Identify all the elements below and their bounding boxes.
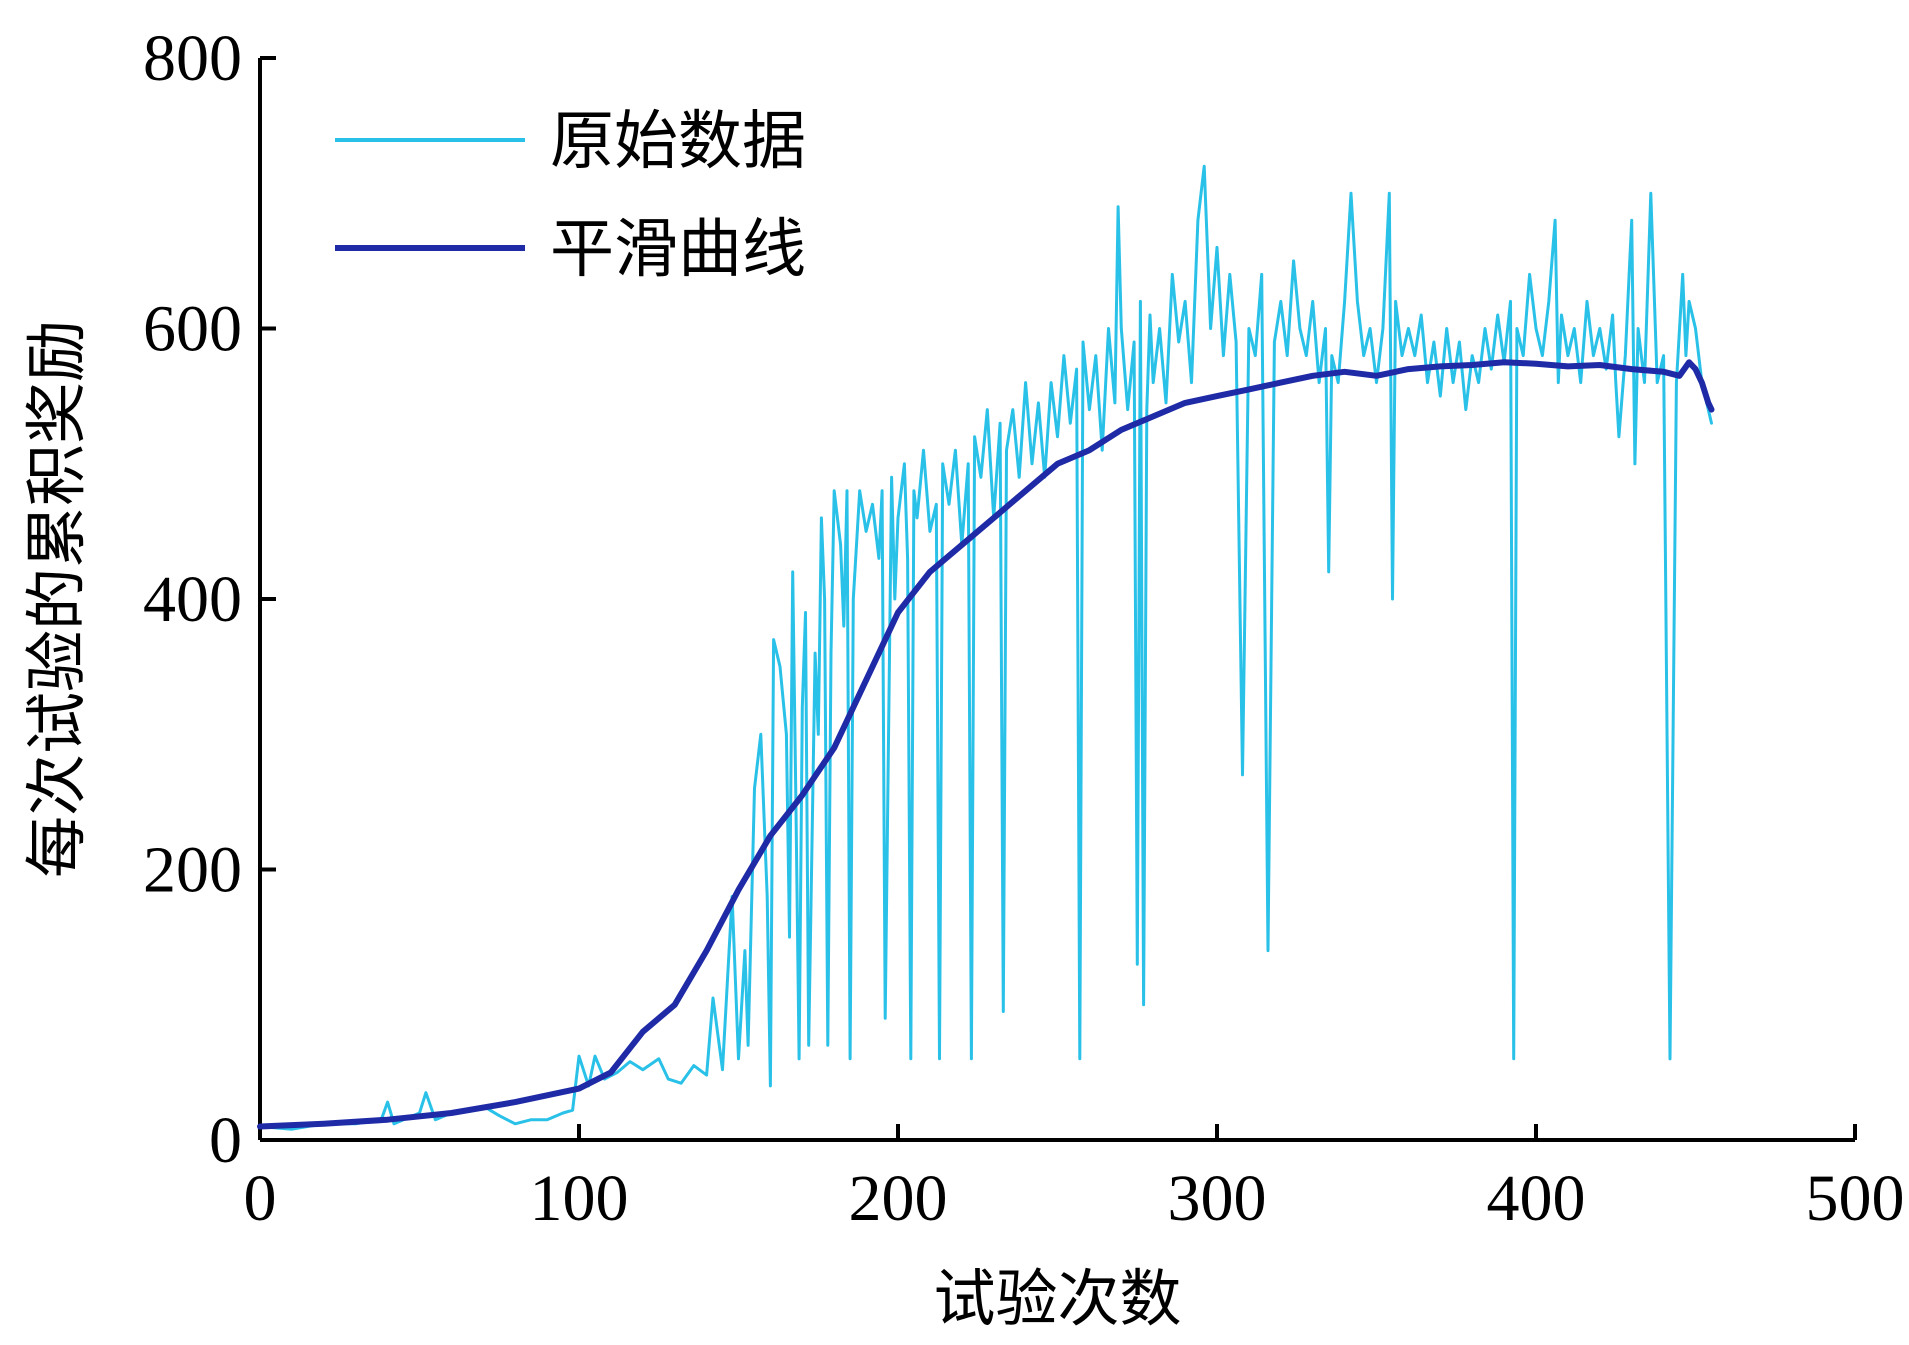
axes xyxy=(258,58,1855,1142)
legend-label-smooth-curve: 平滑曲线 xyxy=(550,213,806,287)
y-tick-label: 0 xyxy=(209,1104,242,1177)
series-line-smooth-curve xyxy=(257,359,1715,1130)
series-layer xyxy=(257,164,1715,1131)
legend: 原始数据 平滑曲线 xyxy=(335,105,806,287)
x-ticks: 0 100 200 300 400 500 xyxy=(244,1124,1905,1235)
y-axis-title: 每次试验的累积奖励 xyxy=(20,320,93,878)
x-tick-label: 500 xyxy=(1806,1162,1905,1235)
y-tick-label: 400 xyxy=(143,563,242,636)
x-tick-label: 400 xyxy=(1487,1162,1586,1235)
x-tick-label: 100 xyxy=(530,1162,629,1235)
series-line-raw-data xyxy=(258,164,1713,1131)
y-tick-label: 800 xyxy=(143,22,242,95)
x-tick-label: 200 xyxy=(849,1162,948,1235)
y-tick-label: 200 xyxy=(143,834,242,907)
y-ticks: 0 200 400 600 800 xyxy=(143,22,276,1177)
x-tick-label: 300 xyxy=(1168,1162,1267,1235)
x-tick-label: 0 xyxy=(244,1162,277,1235)
y-tick-label: 600 xyxy=(143,293,242,366)
legend-label-raw-data: 原始数据 xyxy=(550,105,806,179)
x-axis-title: 试验次数 xyxy=(933,1262,1181,1335)
